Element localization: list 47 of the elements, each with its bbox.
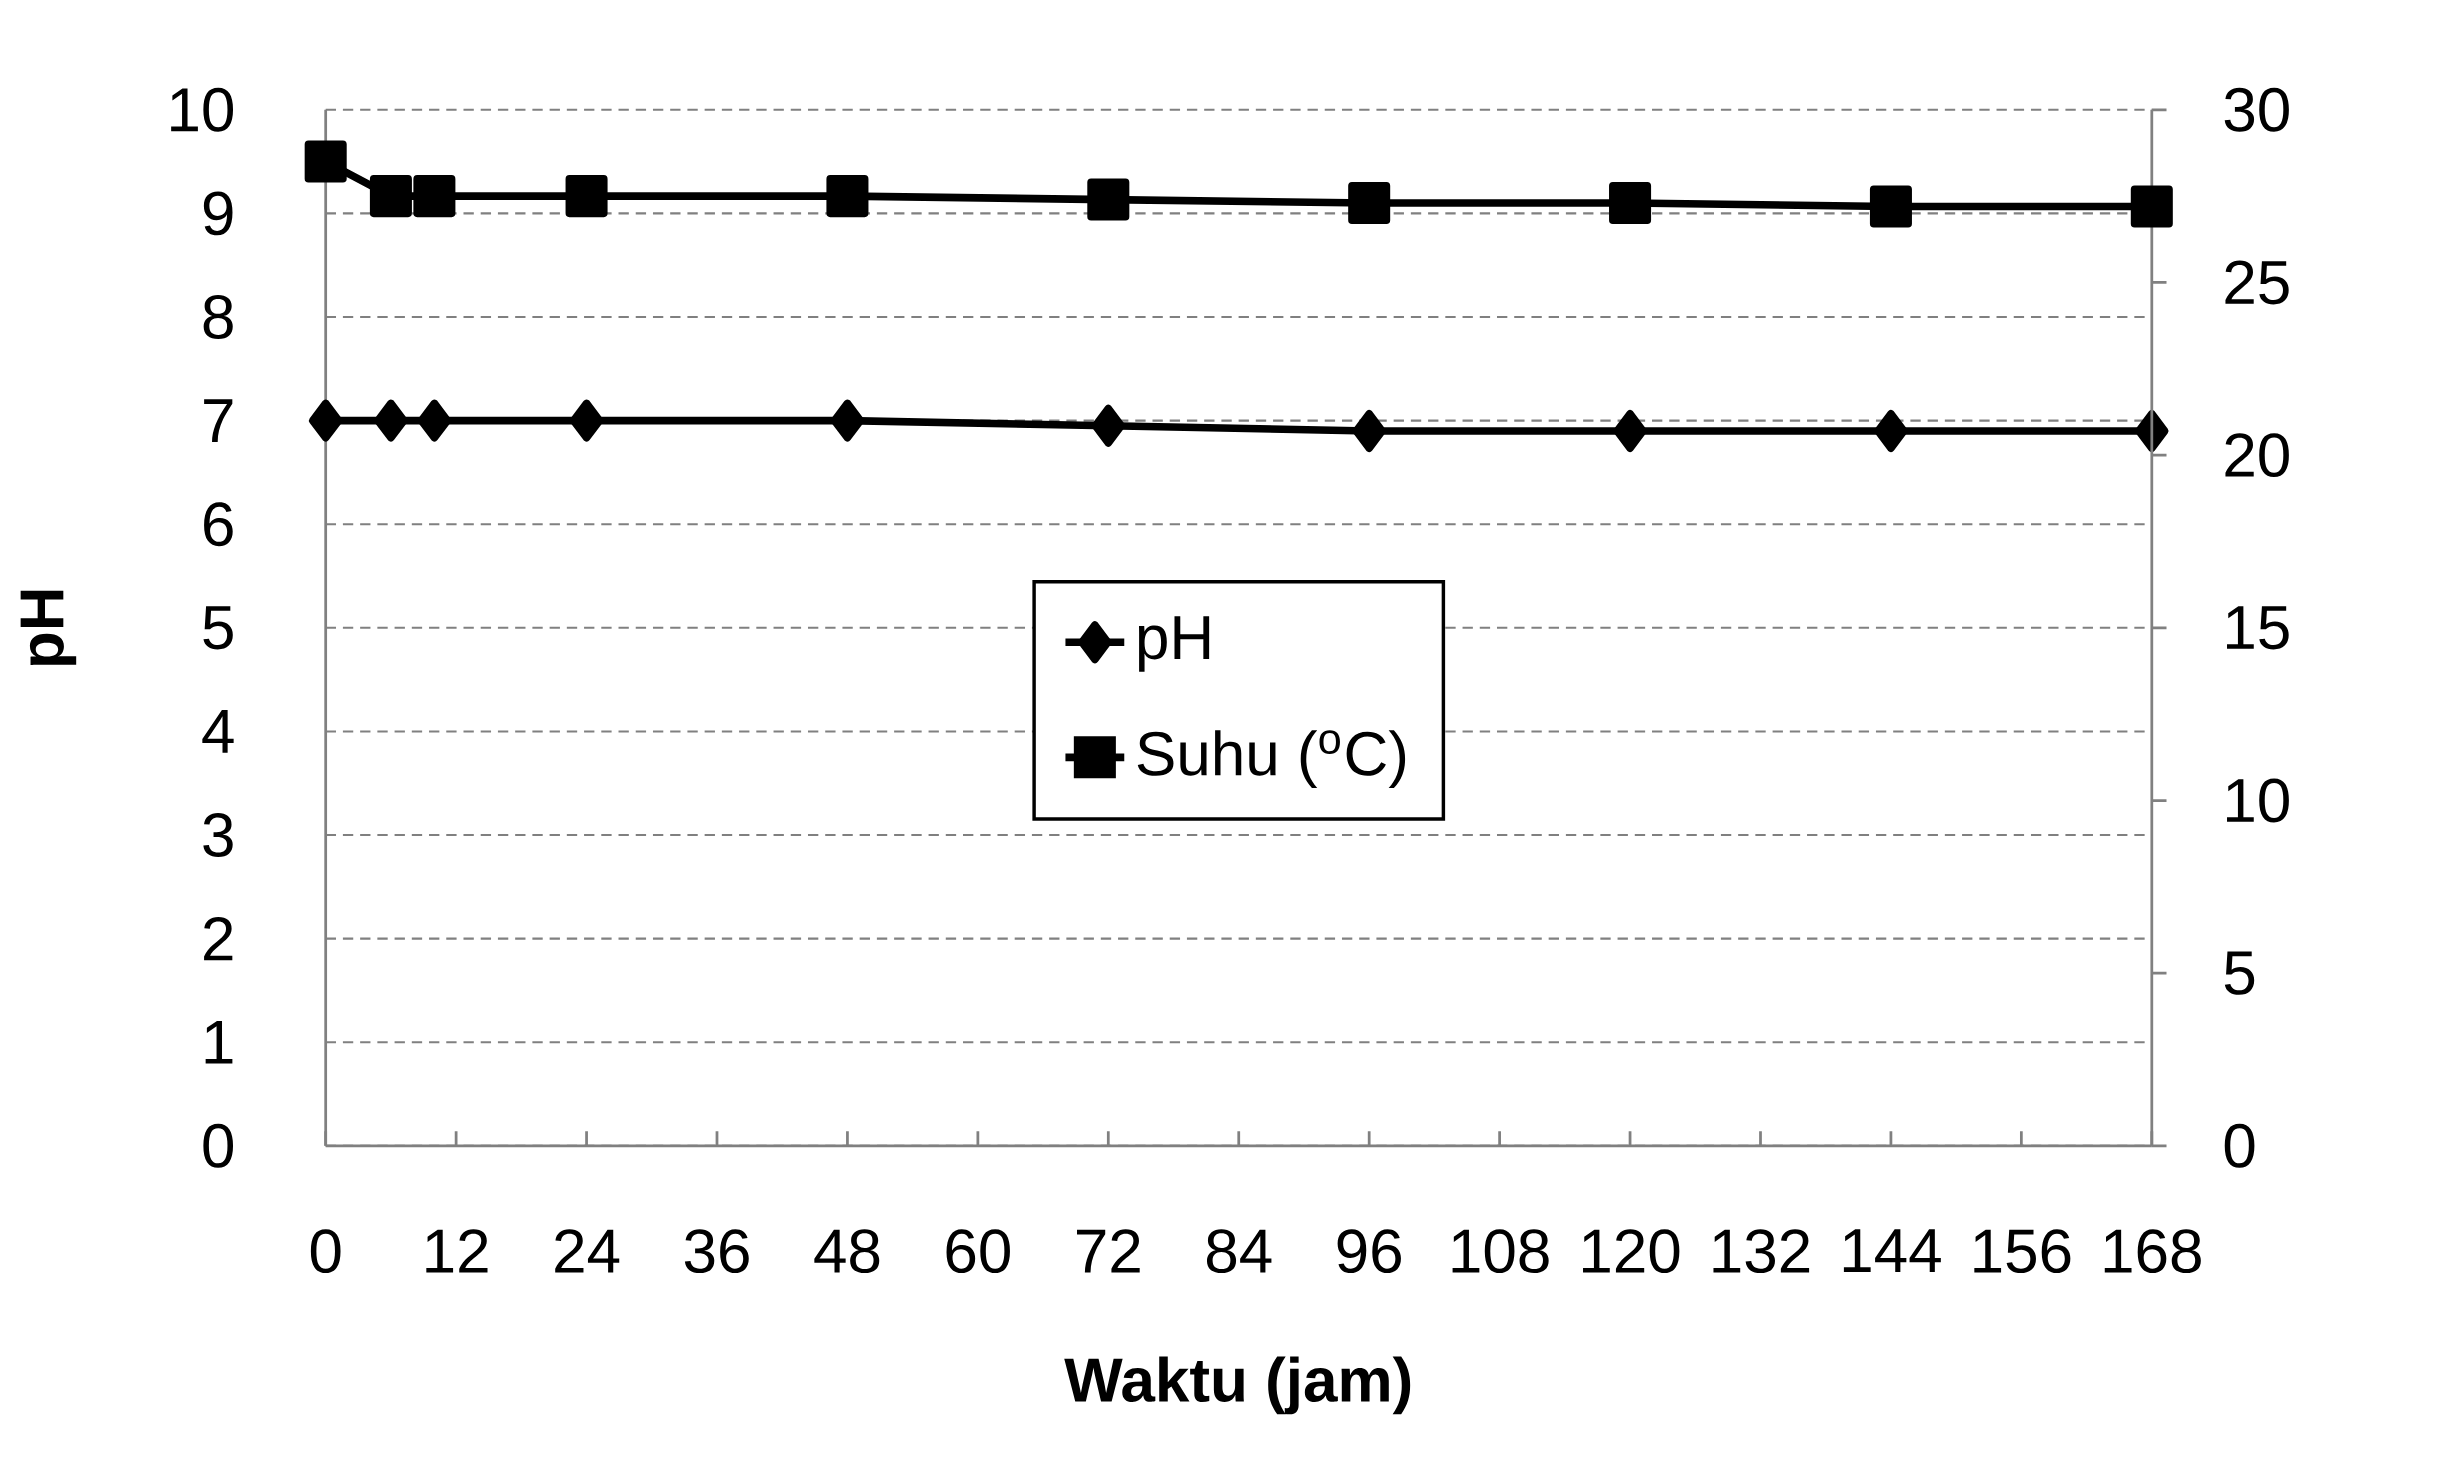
x-tick-label: 156 — [1974, 1228, 2071, 1273]
y-tick-label: 5 — [203, 605, 233, 650]
y2-tick-label: 20 — [2225, 432, 2289, 477]
point — [1609, 181, 1652, 224]
x-tick-label: 0 — [310, 1228, 341, 1273]
x-axis-title: Waktu (jam) — [1064, 1356, 1411, 1415]
point — [565, 174, 608, 217]
point — [2130, 185, 2173, 228]
y-tick-label: 8 — [203, 294, 233, 339]
point — [1087, 178, 1130, 221]
x-tick-label: 108 — [1452, 1228, 1549, 1273]
point — [1869, 185, 1912, 228]
x-tick-label: 36 — [684, 1228, 749, 1273]
y-tick-label: 3 — [203, 812, 233, 857]
point — [826, 174, 869, 217]
x-tick-label: 12 — [426, 1228, 488, 1273]
x-tick-label: 24 — [555, 1228, 620, 1273]
x-tick-label: 96 — [1337, 1228, 1401, 1273]
y2-tick-label: 5 — [2224, 951, 2255, 995]
legend-label: pH — [1138, 615, 1210, 672]
y2-tick-label: 30 — [2224, 87, 2289, 132]
x-tick-label: 84 — [1206, 1228, 1272, 1273]
y-tick-label: 7 — [204, 399, 233, 442]
x-tick-label: 168 — [2104, 1228, 2201, 1273]
x-tick-label: 144 — [1843, 1228, 1941, 1272]
y-axis-title: pH — [20, 590, 77, 665]
x-tick-label: 60 — [946, 1228, 1010, 1273]
point — [369, 174, 412, 217]
y2-tick-label: 0 — [2224, 1123, 2255, 1168]
point — [1348, 181, 1391, 224]
y-tick-label: 0 — [203, 1123, 234, 1168]
y2-tick-label: 25 — [2225, 260, 2289, 305]
legend-label: Suhu ($^{o}$C) — [1137, 729, 1406, 788]
y-tick-label: 9 — [203, 191, 233, 236]
y-tick-label: 1 — [205, 1020, 233, 1064]
y-tick-label: 2 — [204, 916, 233, 961]
y-tick-label: 6 — [204, 501, 233, 546]
x-tick-label: 48 — [814, 1228, 880, 1273]
x-tick-label: 120 — [1583, 1228, 1680, 1273]
x-tick-label: 72 — [1077, 1228, 1140, 1273]
y-tick-label: 4 — [202, 709, 234, 753]
y-tick-label: 10 — [171, 87, 234, 132]
point — [304, 140, 347, 183]
y2-tick-label: 10 — [2227, 778, 2289, 823]
y2-tick-label: 15 — [2227, 605, 2289, 650]
point — [413, 174, 456, 217]
x-tick-label: 132 — [1713, 1228, 1810, 1273]
